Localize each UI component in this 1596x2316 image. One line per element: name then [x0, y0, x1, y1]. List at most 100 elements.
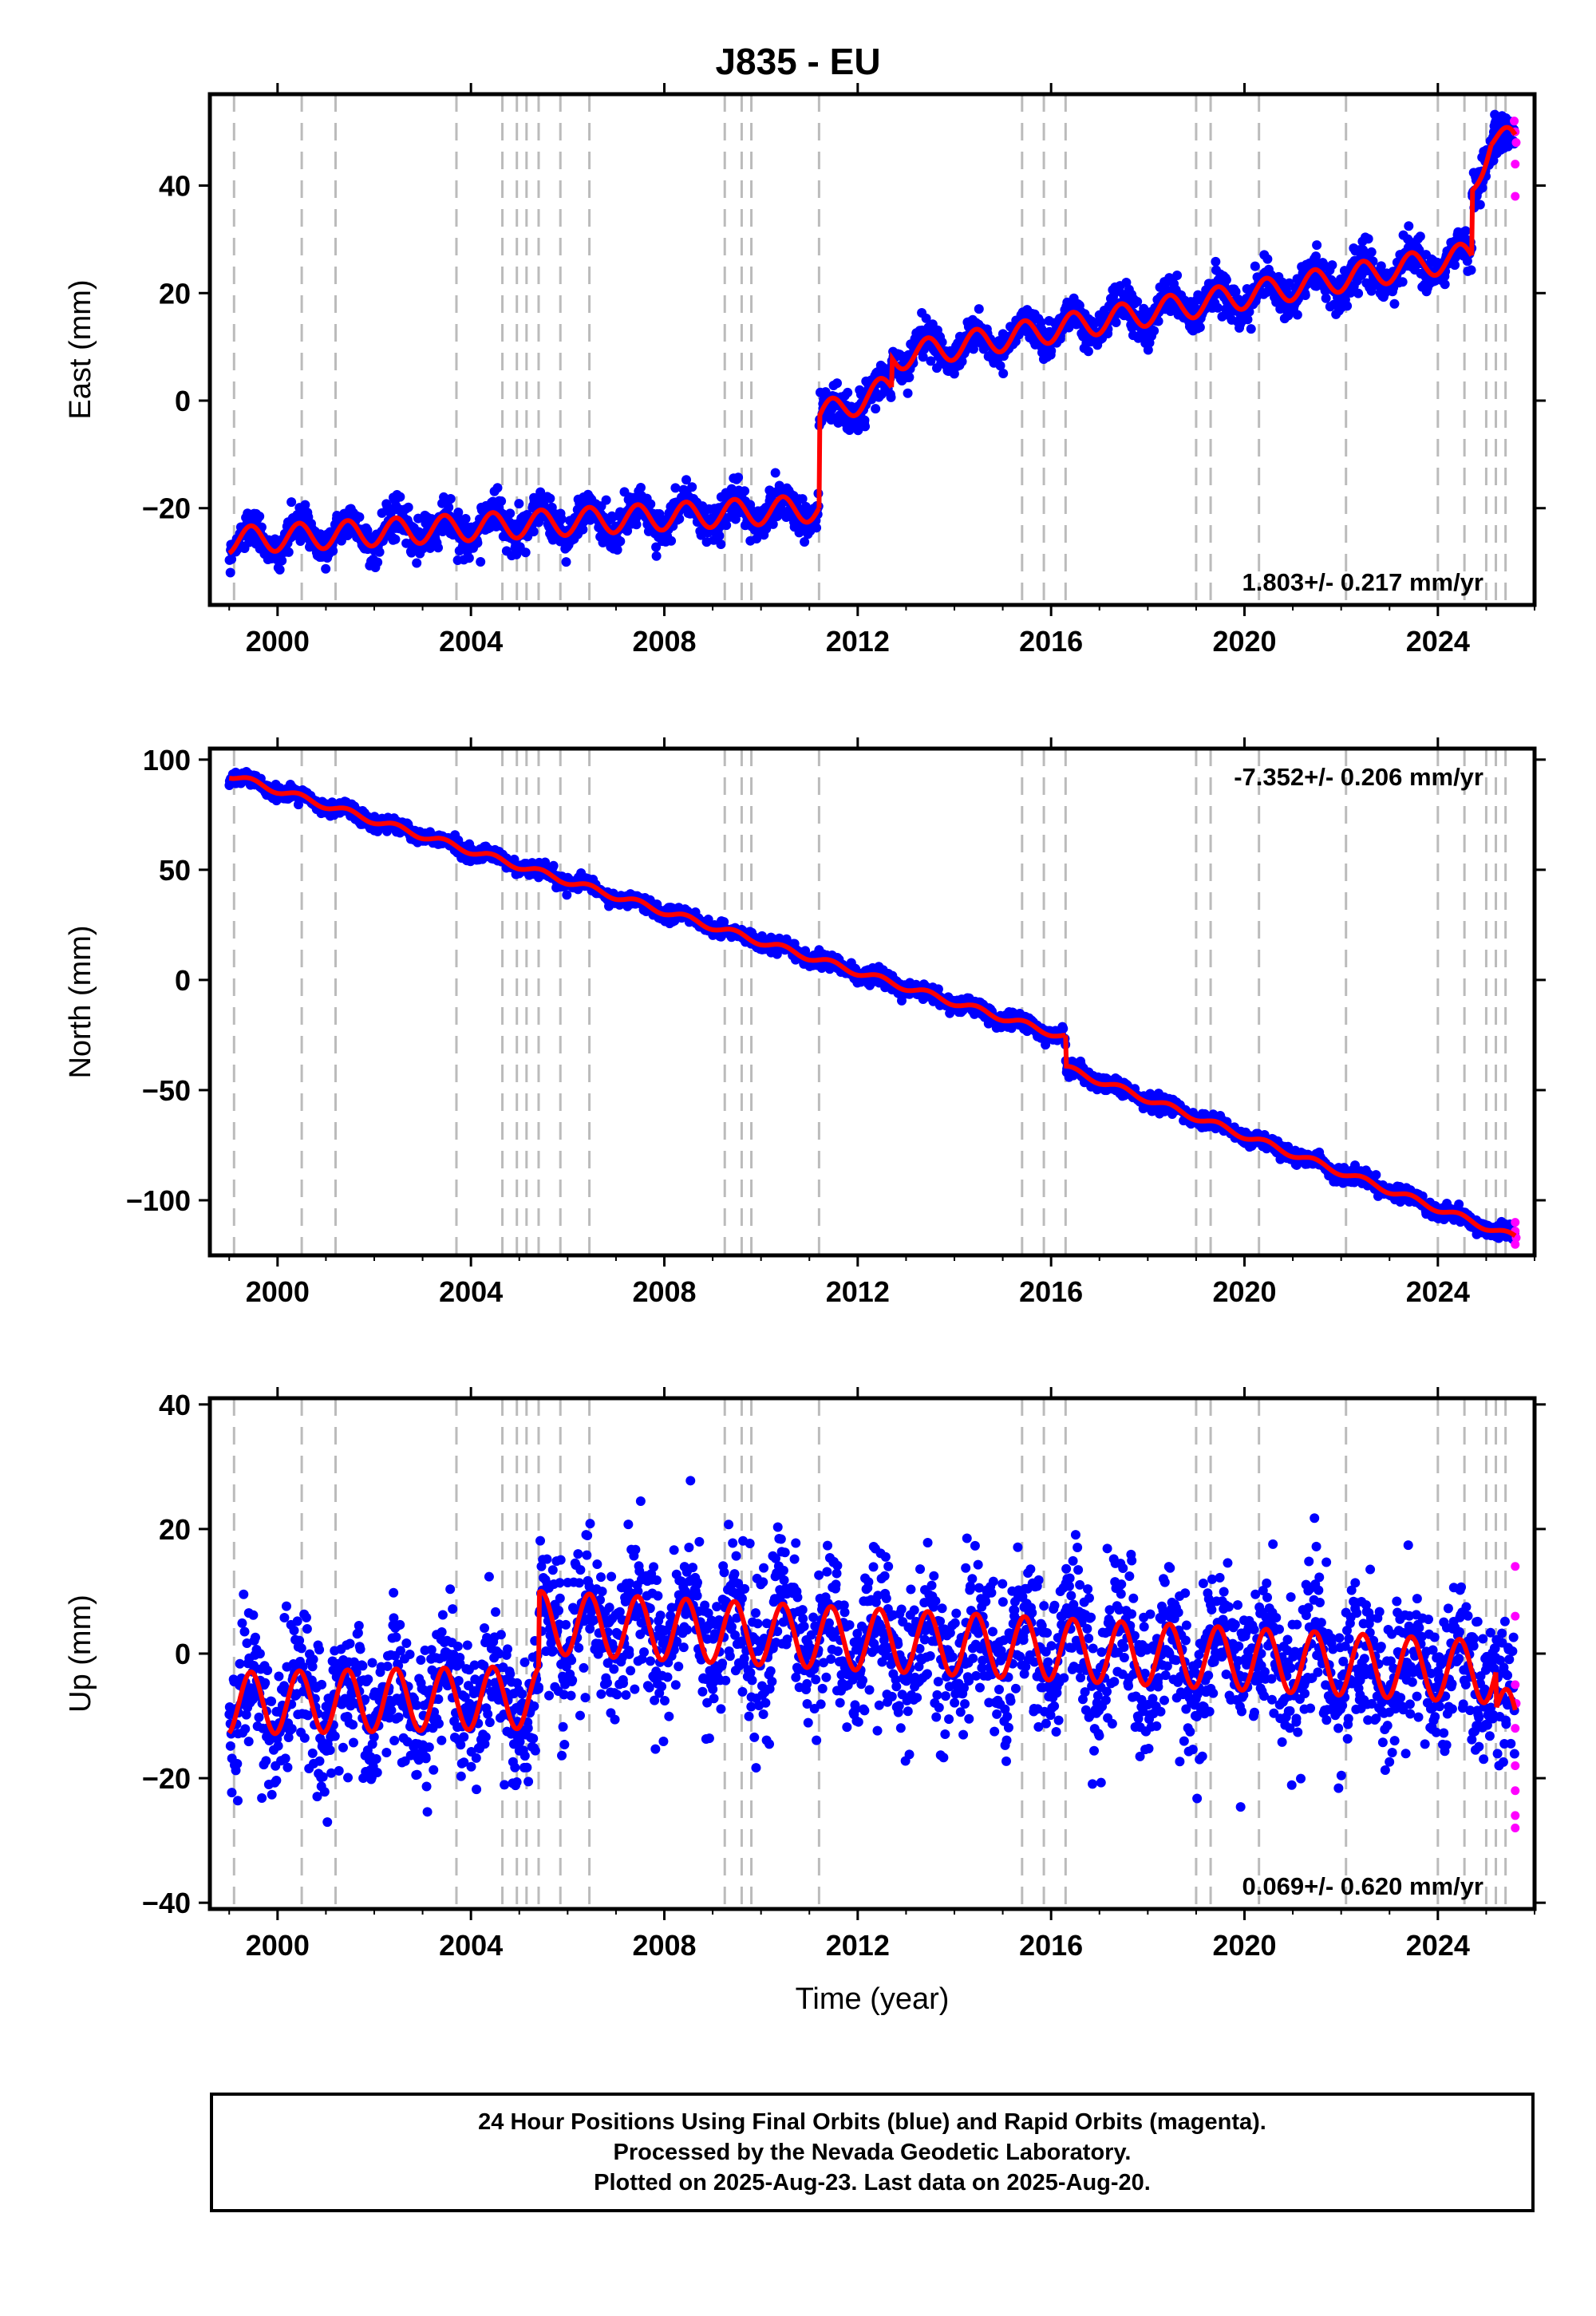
- data-point: [1363, 234, 1373, 244]
- data-point: [460, 513, 471, 524]
- data-point: [1172, 271, 1183, 281]
- data-point: [1149, 326, 1159, 336]
- data-point: [615, 536, 626, 547]
- data-point: [674, 514, 685, 524]
- data-point: [476, 556, 486, 567]
- data-point: [1440, 279, 1450, 290]
- rapid-point: [1510, 117, 1519, 126]
- data-point: [998, 368, 1009, 378]
- data-point: [733, 472, 744, 483]
- data-point: [545, 493, 555, 504]
- data-point: [548, 860, 559, 871]
- data-point: [453, 508, 464, 518]
- data-point: [843, 387, 853, 397]
- data-point: [740, 486, 750, 496]
- data-point: [1321, 293, 1331, 303]
- data-point: [444, 502, 454, 512]
- data-point: [886, 392, 896, 402]
- data-point: [1389, 298, 1400, 309]
- data-point: [1475, 200, 1485, 210]
- data-point: [505, 508, 516, 519]
- data-point: [646, 499, 656, 509]
- data-point: [1292, 310, 1302, 320]
- rapid-point: [1511, 160, 1520, 169]
- data-point: [1221, 275, 1231, 285]
- rate-annotation: 1.803+/- 0.217 mm/yr: [1242, 568, 1483, 596]
- data-point: [561, 557, 571, 567]
- data-point: [1211, 256, 1221, 267]
- data-point: [770, 468, 780, 478]
- data-point: [635, 483, 646, 493]
- data-point: [1397, 277, 1408, 287]
- data-point: [277, 555, 287, 566]
- x-tick-label: 2016: [1019, 625, 1083, 658]
- data-point: [1058, 1023, 1069, 1034]
- data-point: [283, 547, 294, 557]
- data-point: [721, 520, 732, 531]
- data-point: [1246, 324, 1256, 334]
- data-point: [1300, 290, 1310, 301]
- data-point: [860, 421, 871, 432]
- data-point: [903, 388, 913, 398]
- data-point: [514, 499, 524, 509]
- x-tick-label: 2008: [632, 625, 696, 658]
- data-point: [300, 500, 310, 510]
- data-point: [403, 502, 413, 512]
- data-point: [1404, 221, 1414, 231]
- data-point: [562, 890, 572, 900]
- data-point: [520, 547, 531, 558]
- data-point: [412, 558, 422, 568]
- data-point: [1460, 226, 1471, 236]
- data-point: [687, 482, 697, 492]
- data-point: [496, 496, 507, 506]
- data-point: [534, 517, 544, 528]
- data-point: [1250, 261, 1260, 271]
- data-point: [578, 524, 588, 535]
- y-tick-label: 40: [159, 170, 191, 203]
- north-panel: 2000 2004 2008 2012 2016 2020 2024−100−5005010…: [64, 737, 1546, 1308]
- east-final-points: [224, 109, 1520, 578]
- data-point: [377, 508, 387, 518]
- data-point: [601, 495, 611, 505]
- data-point: [528, 527, 539, 537]
- x-tick-label: 2024: [1406, 625, 1470, 658]
- data-point: [472, 538, 483, 548]
- x-tick-label: 2004: [439, 625, 503, 658]
- data-point: [1262, 254, 1273, 264]
- data-point: [871, 404, 881, 414]
- rapid-point: [1511, 138, 1521, 148]
- data-point: [374, 547, 385, 557]
- data-point: [681, 475, 692, 485]
- data-point: [666, 536, 677, 546]
- data-point: [812, 523, 822, 533]
- data-point: [321, 563, 331, 574]
- data-point: [716, 539, 726, 549]
- data-point: [904, 372, 915, 382]
- data-point: [651, 542, 662, 552]
- data-point: [328, 546, 338, 556]
- data-point: [1111, 318, 1121, 328]
- data-point: [1353, 288, 1364, 298]
- data-point: [492, 483, 503, 493]
- data-point: [622, 526, 633, 536]
- x-tick-label: 2020: [1212, 625, 1276, 658]
- data-point: [612, 544, 622, 555]
- data-point: [390, 534, 401, 544]
- east-panel: 2000 2004 2008 2012 2016 2020 2024−2002040East…: [64, 83, 1546, 658]
- data-point: [1466, 265, 1476, 275]
- data-point: [651, 551, 662, 561]
- data-point: [670, 483, 681, 493]
- data-point: [1083, 346, 1093, 357]
- data-point: [395, 492, 405, 502]
- data-point: [255, 512, 265, 522]
- data-point: [1312, 240, 1322, 251]
- data-point: [832, 378, 842, 389]
- data-point: [275, 564, 285, 575]
- data-point: [1366, 247, 1377, 257]
- data-point: [225, 567, 235, 578]
- data-point: [974, 304, 984, 314]
- data-point: [464, 553, 474, 563]
- data-point: [445, 493, 456, 504]
- x-tick-label: 2000: [246, 625, 310, 658]
